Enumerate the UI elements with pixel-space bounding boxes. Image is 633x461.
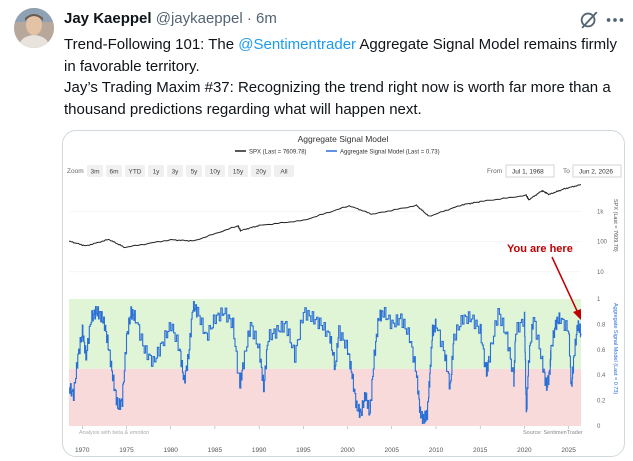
x-tick-label: 2015 — [473, 447, 488, 454]
zoom-button-label: 6m — [109, 169, 118, 176]
from-date-input[interactable] — [505, 164, 555, 178]
chart-title: Aggregate Signal Model — [298, 134, 389, 144]
x-tick-label: 1985 — [208, 447, 223, 454]
tweet-media-chart[interactable]: Aggregate Signal Model SPX (Last = 7609.… — [62, 130, 625, 457]
zoom-button-3m[interactable] — [87, 165, 103, 177]
spx-axis: 10 100 1k — [69, 209, 608, 276]
zoom-button-label: 5y — [191, 169, 199, 176]
tweet-header: Jay Kaeppel @jaykaeppel · 6m — [64, 10, 277, 27]
tweet-body: Trend-Following 101: The @Sentimentrader… — [64, 34, 624, 120]
signal-tick-label: 0.4 — [597, 373, 606, 379]
x-tick-label: 1995 — [296, 447, 311, 454]
x-tick-label: 2005 — [385, 447, 400, 454]
signal-tick-label: 0.2 — [597, 399, 606, 405]
legend-spx: SPX (Last = 7609.78) — [249, 150, 307, 156]
signal-tick-label: 0 — [597, 424, 601, 430]
zoom-button-label: 1y — [153, 169, 161, 176]
zoom-button-label: All — [280, 169, 288, 176]
watermark: Analysis with beta & emotion — [79, 430, 149, 436]
spx-axis-title: SPX (Last = 7609.78) — [612, 199, 618, 252]
grok-icon[interactable] — [578, 9, 600, 31]
signal-tick-label: 1 — [597, 297, 601, 303]
x-tick-label: 2020 — [517, 447, 532, 454]
unfavorable-zone — [69, 368, 581, 426]
author-handle[interactable]: @jaykaeppel — [155, 10, 243, 27]
more-icon[interactable] — [604, 9, 626, 31]
zoom-button-label: 20y — [256, 169, 267, 176]
author-avatar[interactable] — [14, 8, 54, 48]
arrowhead-icon — [573, 309, 581, 320]
zoom-button-6m[interactable] — [106, 165, 122, 177]
signal-axis-title: Aggregate Signal Model (Last = 0.73) — [612, 303, 618, 394]
timestamp[interactable]: 6m — [256, 10, 277, 27]
zoom-button-ytd[interactable] — [125, 165, 145, 177]
mention-link[interactable]: @Sentimentrader — [238, 36, 357, 53]
spx-tick-label: 10 — [597, 270, 604, 276]
source-credit: Source: SentimenTrader — [523, 430, 583, 436]
author-name[interactable]: Jay Kaeppel — [64, 10, 152, 27]
zoom-button-label: 3m — [90, 169, 99, 176]
zoom-button-20y[interactable] — [251, 165, 271, 177]
signal-tick-label: 0.6 — [597, 348, 606, 354]
zoom-button-1y[interactable] — [148, 165, 164, 177]
tweet-paragraph-2: Jay’s Trading Maxim #37: Recognizing the… — [64, 79, 611, 118]
spx-series-line — [69, 184, 582, 249]
zoom-buttons: 3m 6m YTD 1y 3y 5y 10y 15y 20y All — [87, 165, 294, 177]
zoom-button-5y[interactable] — [186, 165, 202, 177]
zoom-button-3y[interactable] — [167, 165, 183, 177]
x-axis: 1970 1975 1980 1985 1990 1995 2000 2005 2010 2015… — [75, 426, 576, 454]
spx-tick-label: 100 — [597, 240, 608, 246]
tweet-paragraph-1: Trend-Following 101: The @Sentimentrader… — [64, 34, 624, 77]
x-tick-label: 2010 — [429, 447, 444, 454]
annotation-arrow — [551, 256, 579, 314]
chart-svg: Aggregate Signal Model SPX (Last = 7609.… — [67, 134, 622, 454]
zoom-button-label: 3y — [172, 169, 180, 176]
zoom-button-label: 15y — [233, 169, 244, 176]
signal-tick-label: 0.8 — [597, 322, 606, 328]
zoom-button-label: YTD — [129, 169, 142, 176]
zoom-button-label: 10y — [210, 169, 221, 176]
tweet-text-1a: Trend-Following 101: The — [64, 36, 239, 53]
user-avatar-icon — [14, 8, 54, 48]
to-date-input[interactable] — [572, 164, 622, 178]
x-tick-label: 1975 — [119, 447, 134, 454]
from-date-value: Jul 1, 1968 — [512, 169, 544, 176]
x-tick-label: 1970 — [75, 447, 90, 454]
spx-tick-label: 1k — [597, 209, 604, 215]
tweet-text-1b: Aggregate Signal Model remains firmly in… — [64, 36, 618, 75]
to-date-value: Jun 2, 2026 — [579, 169, 613, 176]
signal-series-line — [69, 300, 582, 425]
zoom-button-15y[interactable] — [228, 165, 248, 177]
zoom-label: Zoom — [67, 168, 84, 175]
you-are-here-annotation: You are here — [507, 243, 573, 255]
x-tick-label: 1980 — [163, 447, 178, 454]
x-tick-label: 2025 — [561, 447, 576, 454]
signal-axis: 0 0.2 0.4 0.6 0.8 1 — [597, 297, 606, 430]
zoom-button-10y[interactable] — [205, 165, 225, 177]
legend-signal: Aggregate Signal Model (Last = 0.73) — [340, 150, 440, 156]
x-tick-label: 1990 — [252, 447, 267, 454]
separator-dot: · — [246, 10, 252, 27]
to-label: To — [563, 168, 570, 175]
from-label: From — [487, 168, 502, 175]
zoom-button-all[interactable] — [274, 165, 294, 177]
x-tick-label: 2000 — [340, 447, 355, 454]
